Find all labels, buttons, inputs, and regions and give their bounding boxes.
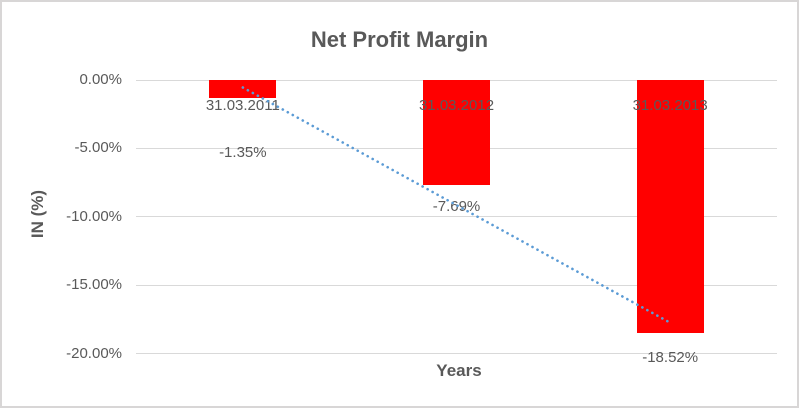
gridline: [136, 353, 777, 354]
category-label: 31.03.2011: [205, 97, 280, 114]
y-axis-tick-label: -15.00%: [66, 276, 122, 294]
data-label: -18.52%: [642, 349, 699, 366]
y-axis-tick-label: -20.00%: [66, 344, 122, 362]
bar-31.03.2012: [423, 80, 490, 186]
x-axis-title: Years: [436, 361, 482, 380]
chart-title: Net Profit Margin: [310, 27, 489, 52]
data-label: -1.35%: [219, 144, 267, 161]
data-label: -7.69%: [432, 198, 481, 215]
y-axis-tick-label: -10.00%: [66, 207, 122, 225]
bar-31.03.2013: [636, 80, 704, 334]
category-label: 31.03.2013: [632, 97, 708, 114]
y-axis-tick-label: -5.00%: [74, 139, 122, 157]
category-label: 31.03.2012: [418, 97, 495, 114]
y-axis-tick-label: 0.00%: [79, 71, 122, 88]
bar-31.03.2011: [209, 80, 277, 99]
